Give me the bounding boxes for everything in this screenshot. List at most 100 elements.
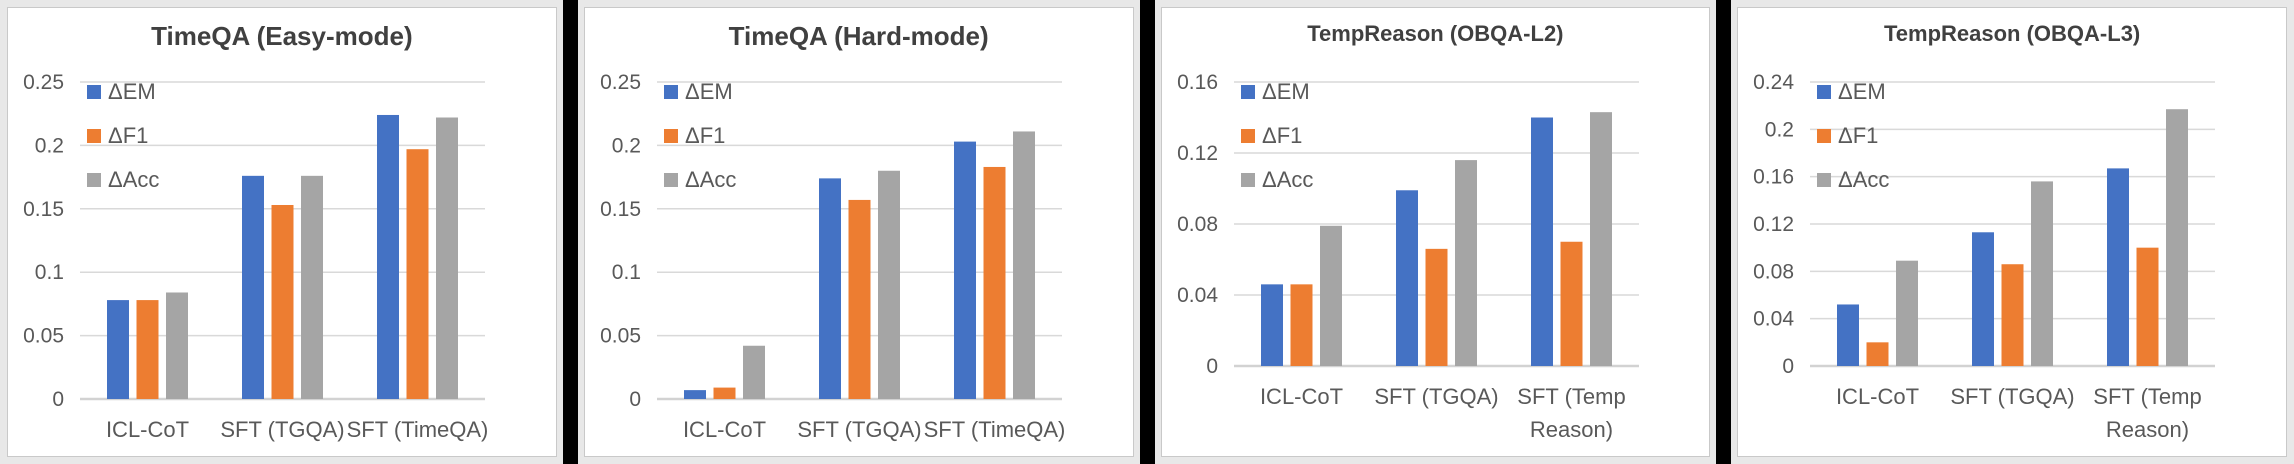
y-tick-label: 0.25	[23, 71, 64, 94]
legend-label: ΔAcc	[108, 167, 159, 192]
y-tick-label: 0.1	[35, 261, 64, 284]
chart-title: TempReason (OBQA-L2)	[1307, 21, 1564, 46]
chart-panel-timeqa-easy: TimeQA (Easy-mode) 0 0.05 0.1 0.15 0.2 0.25 IC…	[7, 7, 557, 457]
y-tick-label: 0.2	[612, 134, 641, 157]
category-label: SFT (TimeQA)	[347, 417, 489, 442]
bar-delta-acc	[1319, 225, 1342, 366]
y-tick-label: 0	[1783, 355, 1795, 378]
chart-column-1: TimeQA (Easy-mode) 0 0.05 0.1 0.15 0.2 0.25 IC…	[0, 0, 563, 464]
category-label: SFT (Temp	[2094, 384, 2202, 409]
legend-swatch	[1240, 85, 1255, 99]
y-tick-label: 0.05	[600, 325, 641, 348]
legend-label: ΔF1	[1838, 123, 1878, 148]
y-tick-label: 0.05	[23, 325, 64, 348]
legend-swatch	[1817, 129, 1832, 143]
category-label: SFT (Temp	[1517, 384, 1625, 409]
y-tick-label: 0.04	[1753, 308, 1794, 331]
legend-swatch	[87, 129, 101, 143]
bar-delta-f1	[136, 300, 159, 399]
bar-delta-acc	[436, 117, 458, 399]
bar-delta-acc	[301, 175, 323, 399]
bar-delta-em	[2107, 168, 2130, 366]
chart-title: TimeQA (Hard-mode)	[728, 21, 989, 51]
y-tick-label: 0.15	[600, 198, 641, 221]
y-tick-label: 0	[52, 388, 64, 411]
bar-delta-f1	[2136, 247, 2159, 366]
chart-column-2: TimeQA (Hard-mode) 0 0.05 0.1 0.15 0.2 0.25 IC…	[578, 0, 1140, 464]
bar-delta-f1	[406, 149, 429, 399]
bar-delta-f1	[848, 199, 871, 399]
bar-chart-plot: 0 0.05 0.1 0.15 0.2 0.25 ICL-CoT SFT (TGQA) SFT …	[600, 71, 1065, 442]
bar-delta-f1	[1425, 248, 1447, 366]
bar-delta-acc	[2166, 109, 2189, 366]
bar-chart-plot: 0 0.04 0.08 0.12 0.16 ICL-CoT SFT (TGQA) SFT (T…	[1177, 71, 1639, 442]
y-tick-label: 0.24	[1753, 71, 1794, 94]
bar-delta-em	[1972, 232, 1995, 366]
category-label: ICL-CoT	[1259, 384, 1342, 409]
panel-separator	[562, 0, 578, 464]
legend-swatch	[1240, 173, 1255, 187]
category-label: ICL-CoT	[1836, 384, 1919, 409]
category-label: ICL-CoT	[683, 417, 766, 442]
y-tick-label: 0.12	[1177, 142, 1218, 165]
bar-delta-acc	[1012, 131, 1035, 399]
y-tick-label: 0.2	[1765, 118, 1794, 141]
legend-label: ΔEM	[685, 79, 733, 104]
y-tick-label: 0.08	[1177, 213, 1218, 236]
bar-chart-plot: 0 0.04 0.08 0.12 0.16 0.2 0.24 ICL-CoT SFT (TGQA…	[1753, 71, 2216, 442]
bar-delta-em	[683, 390, 706, 399]
bar-delta-acc	[1896, 260, 1919, 366]
legend-label: ΔF1	[1262, 123, 1302, 148]
category-label: ICL-CoT	[106, 417, 189, 442]
legend-swatch	[663, 173, 678, 187]
legend-swatch	[663, 85, 678, 99]
bar-delta-f1	[1866, 342, 1889, 366]
legend-swatch	[1240, 129, 1255, 143]
chart-column-3: TempReason (OBQA-L2) 0 0.04 0.08 0.12 0.16 IC…	[1155, 0, 1717, 464]
bar-delta-em	[107, 300, 129, 399]
y-tick-label: 0	[1206, 355, 1218, 378]
legend-swatch	[1817, 85, 1832, 99]
bar-delta-f1	[983, 166, 1006, 399]
legend-label: ΔF1	[685, 123, 725, 148]
chart-column-4: TempReason (OBQA-L3) 0 0.04 0.08 0.12 0.16 0.…	[1731, 0, 2294, 464]
bar-delta-f1	[2001, 264, 2024, 366]
y-tick-label: 0.04	[1177, 284, 1218, 307]
bar-delta-em	[1395, 190, 1418, 366]
y-tick-label: 0.2	[35, 134, 64, 157]
legend-swatch	[1817, 173, 1832, 187]
bar-delta-acc	[1589, 112, 1612, 366]
bar-delta-em	[242, 175, 264, 399]
y-tick-label: 0.15	[23, 198, 64, 221]
bar-delta-em	[818, 178, 841, 399]
y-tick-label: 0	[629, 388, 641, 411]
y-tick-label: 0.1	[612, 261, 641, 284]
bar-delta-f1	[1290, 284, 1312, 366]
legend-swatch	[87, 173, 101, 187]
category-label: Reason)	[1529, 417, 1612, 442]
bar-delta-acc	[877, 170, 900, 399]
bar-delta-f1	[1560, 241, 1582, 366]
category-label: SFT (TGQA)	[1951, 384, 2075, 409]
chart-panel-tempreason-l2: TempReason (OBQA-L2) 0 0.04 0.08 0.12 0.16 IC…	[1160, 7, 1711, 457]
bar-delta-em	[1530, 117, 1553, 366]
bar-delta-em	[377, 114, 399, 399]
legend-label: ΔAcc	[1838, 167, 1889, 192]
chart-panel-tempreason-l3: TempReason (OBQA-L3) 0 0.04 0.08 0.12 0.16 0.…	[1737, 7, 2287, 457]
chart-panel-timeqa-hard: TimeQA (Hard-mode) 0 0.05 0.1 0.15 0.2 0.25 IC…	[583, 7, 1134, 457]
category-label: SFT (TGQA)	[1374, 384, 1498, 409]
legend-label: ΔEM	[1262, 79, 1310, 104]
y-tick-label: 0.16	[1753, 166, 1794, 189]
panel-separator	[1139, 0, 1155, 464]
legend-label: ΔAcc	[1262, 167, 1313, 192]
bar-delta-acc	[1454, 160, 1477, 366]
legend-swatch	[663, 129, 678, 143]
bar-delta-em	[1260, 284, 1283, 366]
bar-chart-plot: 0 0.05 0.1 0.15 0.2 0.25 ICL-CoT SFT (TGQA) SFT …	[23, 71, 489, 442]
legend-swatch	[87, 85, 101, 99]
y-tick-label: 0.25	[600, 71, 641, 94]
bar-delta-f1	[713, 387, 736, 399]
y-tick-label: 0.08	[1753, 260, 1794, 283]
category-label: Reason)	[2106, 417, 2189, 442]
